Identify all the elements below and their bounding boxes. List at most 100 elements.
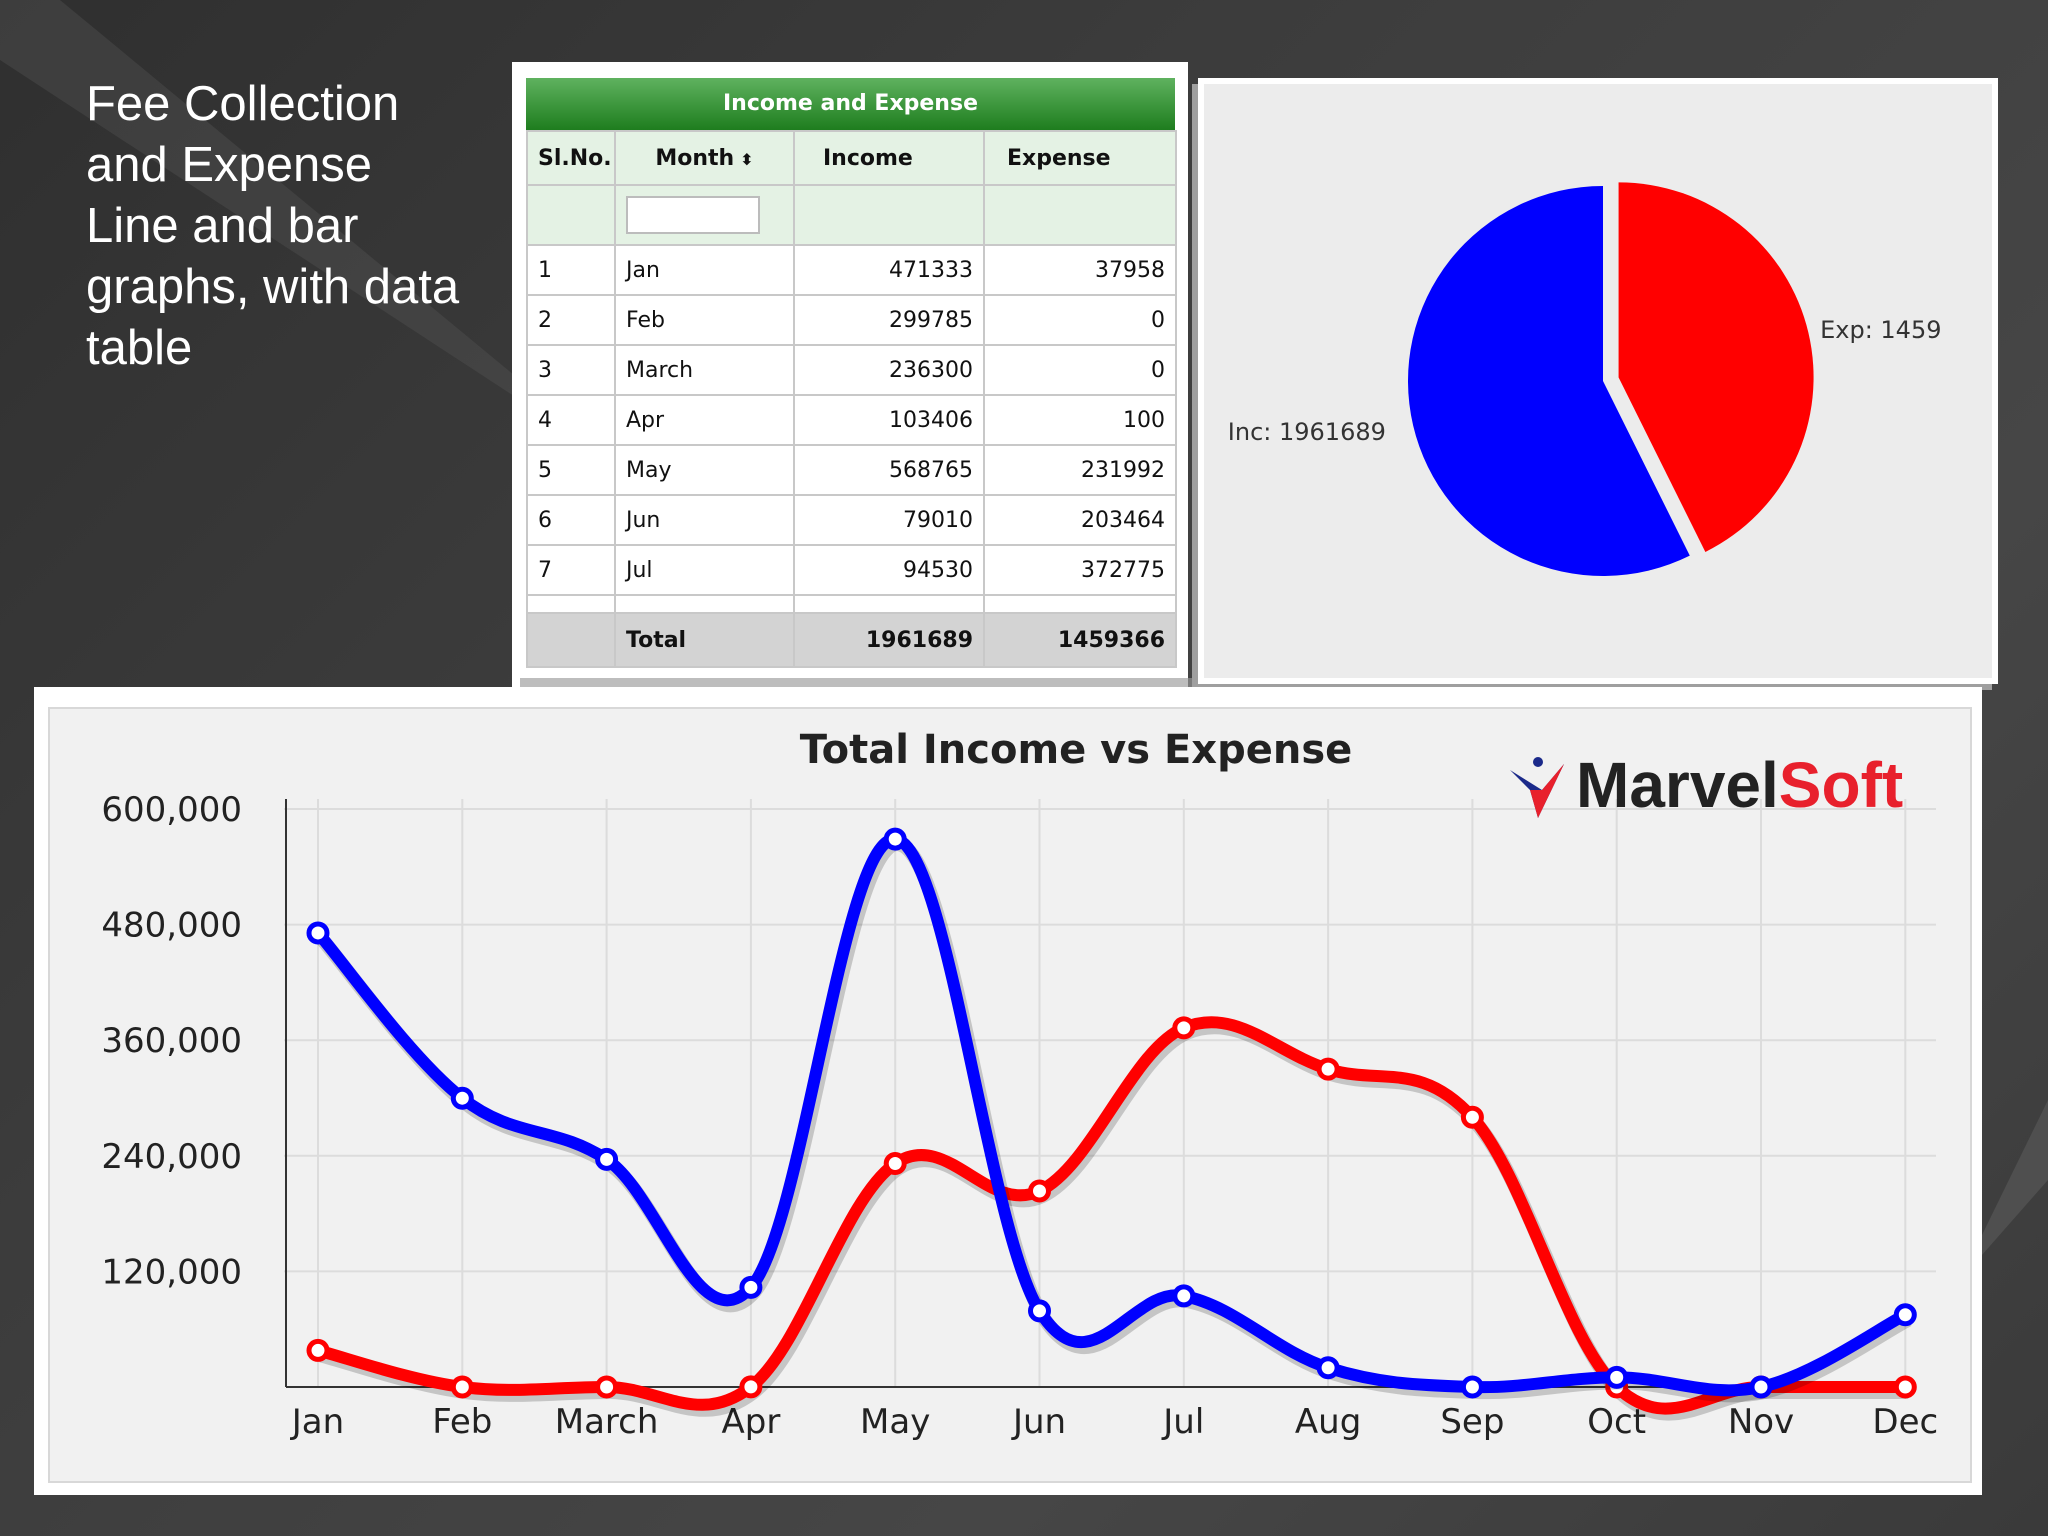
data-point: [1028, 1299, 1051, 1323]
cell-partial: [614, 594, 795, 614]
table-row[interactable]: 1 Jan 471333 37958: [526, 244, 1177, 296]
y-tick-label: 360,000: [101, 1021, 242, 1061]
data-point: [1460, 1375, 1484, 1399]
data-point: [1605, 1365, 1629, 1389]
x-tick-label: Sep: [1440, 1402, 1504, 1442]
total-row: Total 1961689 1459366: [526, 612, 1177, 668]
total-label: Total: [614, 612, 795, 668]
caption-line: table: [86, 321, 193, 375]
cell-month: Feb: [614, 294, 795, 346]
marvelsoft-logo-icon: [1510, 757, 1564, 818]
x-tick-label: Jul: [1161, 1402, 1204, 1442]
table-row-partial: [526, 594, 1177, 614]
brand-part1: Marvel: [1576, 749, 1779, 821]
data-point: [306, 921, 330, 945]
table-row[interactable]: 5 May 568765 231992: [526, 444, 1177, 496]
cell-sl: 6: [526, 494, 616, 546]
data-point: [1028, 1179, 1051, 1203]
cell-month: Jan: [614, 244, 795, 296]
cell-income: 79010: [793, 494, 985, 546]
data-point: [595, 1375, 619, 1399]
cell-expense: 37958: [983, 244, 1177, 296]
y-tick-label: 600,000: [101, 790, 242, 830]
data-point: [1749, 1375, 1773, 1399]
brand-logotype: MarvelSoft: [1576, 750, 1903, 820]
x-tick-label: Apr: [721, 1402, 780, 1442]
table-row[interactable]: 2 Feb 299785 0: [526, 294, 1177, 346]
cell-expense: 100: [983, 394, 1177, 446]
cell-sl: 2: [526, 294, 616, 346]
filter-cell: [614, 184, 795, 246]
pie-slice: [1408, 186, 1690, 576]
x-tick-label: Dec: [1872, 1402, 1938, 1442]
cell-partial: [526, 594, 616, 614]
slide-caption: Fee Collection and Expense Line and bar …: [86, 74, 506, 379]
x-tick-label: March: [555, 1402, 659, 1442]
cell-month: March: [614, 344, 795, 396]
y-tick-label: 120,000: [101, 1252, 242, 1292]
pie-slice-label: Exp: 1459: [1820, 316, 1941, 344]
cell-expense: 0: [983, 344, 1177, 396]
data-point: [595, 1147, 619, 1171]
cell-sl: 4: [526, 394, 616, 446]
column-header-month[interactable]: Month ⬍: [614, 130, 795, 186]
x-tick-label: Aug: [1295, 1402, 1361, 1442]
caption-line: and Expense: [86, 138, 373, 192]
month-filter-input[interactable]: [626, 196, 760, 234]
series-line-shadow: [319, 1020, 1909, 1421]
data-point: [1172, 1016, 1196, 1040]
caption-line: Line and bar: [86, 199, 359, 253]
data-point: [1893, 1375, 1917, 1399]
data-point: [450, 1375, 474, 1399]
cell-expense: 203464: [983, 494, 1177, 546]
cell-expense: 372775: [983, 544, 1177, 596]
filter-cell: [983, 184, 1177, 246]
pie-chart-panel: Exp: 1459 Inc: 1961689: [1198, 78, 1998, 684]
cell-empty: [526, 612, 616, 668]
table-row[interactable]: 7 Jul 94530 372775: [526, 544, 1177, 596]
x-tick-label: Nov: [1728, 1402, 1794, 1442]
table-row[interactable]: 6 Jun 79010 203464: [526, 494, 1177, 546]
total-expense: 1459366: [983, 612, 1177, 668]
cell-income: 568765: [793, 444, 985, 496]
cell-month: May: [614, 444, 795, 496]
data-point: [1316, 1356, 1340, 1380]
data-point: [739, 1275, 763, 1299]
cell-income: 299785: [793, 294, 985, 346]
table-row[interactable]: 3 March 236300 0: [526, 344, 1177, 396]
cell-sl: 5: [526, 444, 616, 496]
x-tick-label: Feb: [432, 1402, 492, 1442]
chart-title: Total Income vs Expense: [800, 727, 1353, 773]
pie-slice: [1618, 182, 1814, 552]
data-point: [1893, 1303, 1917, 1327]
series-line: [312, 1016, 1912, 1415]
line-chart-background: [48, 707, 1972, 1483]
x-tick-label: May: [860, 1402, 930, 1442]
cell-month: Jul: [614, 544, 795, 596]
filter-cell: [793, 184, 985, 246]
cell-income: 94530: [793, 544, 985, 596]
table-row[interactable]: 4 Apr 103406 100: [526, 394, 1177, 446]
cell-sl: 3: [526, 344, 616, 396]
x-tick-label: Jun: [1011, 1402, 1066, 1442]
line-chart: Total Income vs Expense 120,000 240,000 360…: [101, 727, 1938, 1442]
cell-income: 103406: [793, 394, 985, 446]
column-header-sl: Sl.No.: [526, 130, 616, 186]
x-tick-label: Oct: [1587, 1402, 1646, 1442]
data-point: [1316, 1057, 1340, 1081]
data-table-panel: Income and Expense Sl.No. Month ⬍ Income …: [512, 62, 1200, 714]
data-point: [1460, 1105, 1484, 1129]
sort-arrows-icon[interactable]: ⬍: [740, 149, 754, 169]
cell-month: Apr: [614, 394, 795, 446]
brand-part2: Soft: [1778, 749, 1904, 821]
data-point: [883, 827, 907, 851]
y-tick-label: 480,000: [101, 906, 242, 946]
cell-sl: 7: [526, 544, 616, 596]
y-tick-label: 240,000: [101, 1137, 242, 1177]
caption-line: Fee Collection: [86, 77, 400, 131]
filter-cell: [526, 184, 616, 246]
total-income: 1961689: [793, 612, 985, 668]
x-tick-label: Jan: [290, 1402, 344, 1442]
line-chart-panel: Total Income vs Expense 120,000 240,000 360…: [34, 687, 1982, 1495]
